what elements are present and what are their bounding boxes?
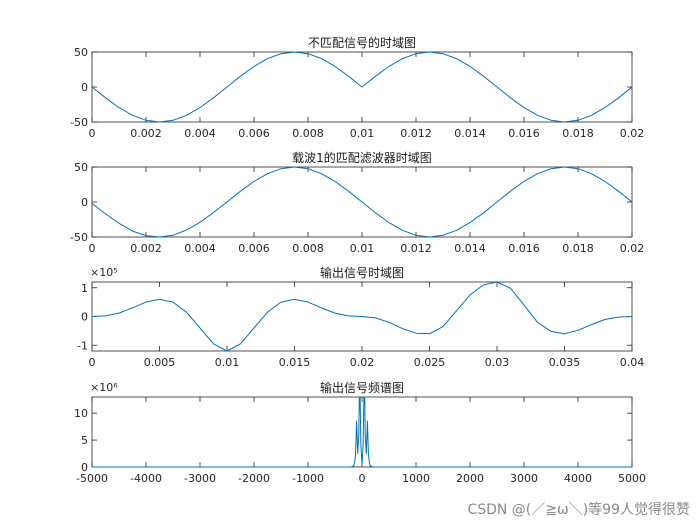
x-tick-label: 0.035 — [549, 356, 581, 369]
x-tick-label: 0.02 — [350, 356, 375, 369]
x-tick-label: 4000 — [564, 472, 592, 485]
x-tick-label: 0.03 — [485, 356, 510, 369]
x-tick-label: 0 — [89, 127, 96, 140]
x-tick-label: 2000 — [456, 472, 484, 485]
x-tick-label: 0.018 — [562, 127, 594, 140]
series-line — [91, 166, 633, 238]
y-tick-label: 0 — [81, 311, 88, 324]
x-tick-label: 0 — [89, 356, 96, 369]
subplot-title: 输出信号时域图 — [320, 265, 404, 280]
x-tick-label: 0.025 — [414, 356, 446, 369]
x-tick-label: 0.005 — [144, 356, 176, 369]
x-tick-label: 0.01 — [215, 356, 240, 369]
x-tick-label: 0.015 — [279, 356, 311, 369]
x-tick-label: 0.02 — [620, 127, 645, 140]
x-tick-label: 0.01 — [350, 127, 375, 140]
x-tick-label: 0.014 — [454, 127, 486, 140]
y-tick-label: -50 — [70, 231, 88, 244]
series-line — [91, 281, 633, 352]
x-tick-label: 0.004 — [184, 242, 216, 255]
x-tick-label: 0.01 — [350, 242, 375, 255]
x-tick-label: -4000 — [130, 472, 162, 485]
x-tick-label: 0.004 — [184, 127, 216, 140]
series-line — [92, 396, 632, 468]
x-tick-label: 0.016 — [508, 127, 540, 140]
x-tick-label: 3000 — [510, 472, 538, 485]
y-tick-label: 1 — [81, 282, 88, 295]
y-tick-label: 10 — [74, 407, 88, 420]
x-tick-label: -1000 — [292, 472, 324, 485]
y-tick-label: -1 — [77, 339, 88, 352]
x-tick-label: 0 — [89, 242, 96, 255]
x-tick-label: 0.006 — [238, 127, 270, 140]
x-tick-label: 0.008 — [292, 127, 324, 140]
x-tick-label: 0.012 — [400, 127, 432, 140]
y-tick-label: 5 — [81, 434, 88, 447]
x-tick-label: 0.002 — [130, 242, 162, 255]
y-tick-label: 0 — [81, 461, 88, 474]
x-tick-label: 0.006 — [238, 242, 270, 255]
x-tick-label: 0.02 — [620, 242, 645, 255]
x-tick-label: -3000 — [184, 472, 216, 485]
y-exponent-label: ×10⁵ — [90, 266, 118, 279]
y-tick-label: 0 — [81, 81, 88, 94]
x-tick-label: 0.018 — [562, 242, 594, 255]
y-tick-label: 50 — [74, 161, 88, 174]
watermark-text: CSDN @(／≧ω＼)等99人觉得很赞 — [467, 502, 690, 518]
y-tick-label: -50 — [70, 116, 88, 129]
x-tick-label: 0.014 — [454, 242, 486, 255]
x-tick-label: 5000 — [618, 472, 646, 485]
subplot-title: 不匹配信号的时域图 — [308, 35, 416, 50]
subplot-title: 载波1的匹配滤波器时域图 — [292, 150, 432, 165]
y-exponent-label: ×10⁶ — [90, 381, 118, 394]
x-tick-label: 1000 — [402, 472, 430, 485]
x-tick-label: -2000 — [238, 472, 270, 485]
y-tick-label: 0 — [81, 196, 88, 209]
x-tick-label: 0.008 — [292, 242, 324, 255]
y-tick-label: 50 — [74, 46, 88, 59]
x-tick-label: -5000 — [76, 472, 108, 485]
x-tick-label: 0 — [359, 472, 366, 485]
x-tick-label: 0.016 — [508, 242, 540, 255]
subplot-title: 输出信号频谱图 — [320, 380, 404, 395]
axes-frame — [91, 396, 633, 468]
subplot-1: 0 0.002 0.004 0.006 0.008 0.01 0.012 0.014 0.016… — [70, 35, 644, 140]
series-line — [91, 51, 633, 123]
x-tick-label: 0.04 — [620, 356, 645, 369]
subplot-2: 0 0.002 0.004 0.006 0.008 0.01 0.012 0.014 0.016… — [70, 150, 644, 255]
subplot-4: -5000 -4000 -3000 -2000 -1000 0 1000 2000 3000 40… — [74, 380, 646, 485]
x-tick-label: 0.012 — [400, 242, 432, 255]
subplot-3: 0 0.005 0.01 0.015 0.02 0.025 0.03 0.035 0.0410-… — [77, 265, 644, 369]
x-tick-label: 0.002 — [130, 127, 162, 140]
